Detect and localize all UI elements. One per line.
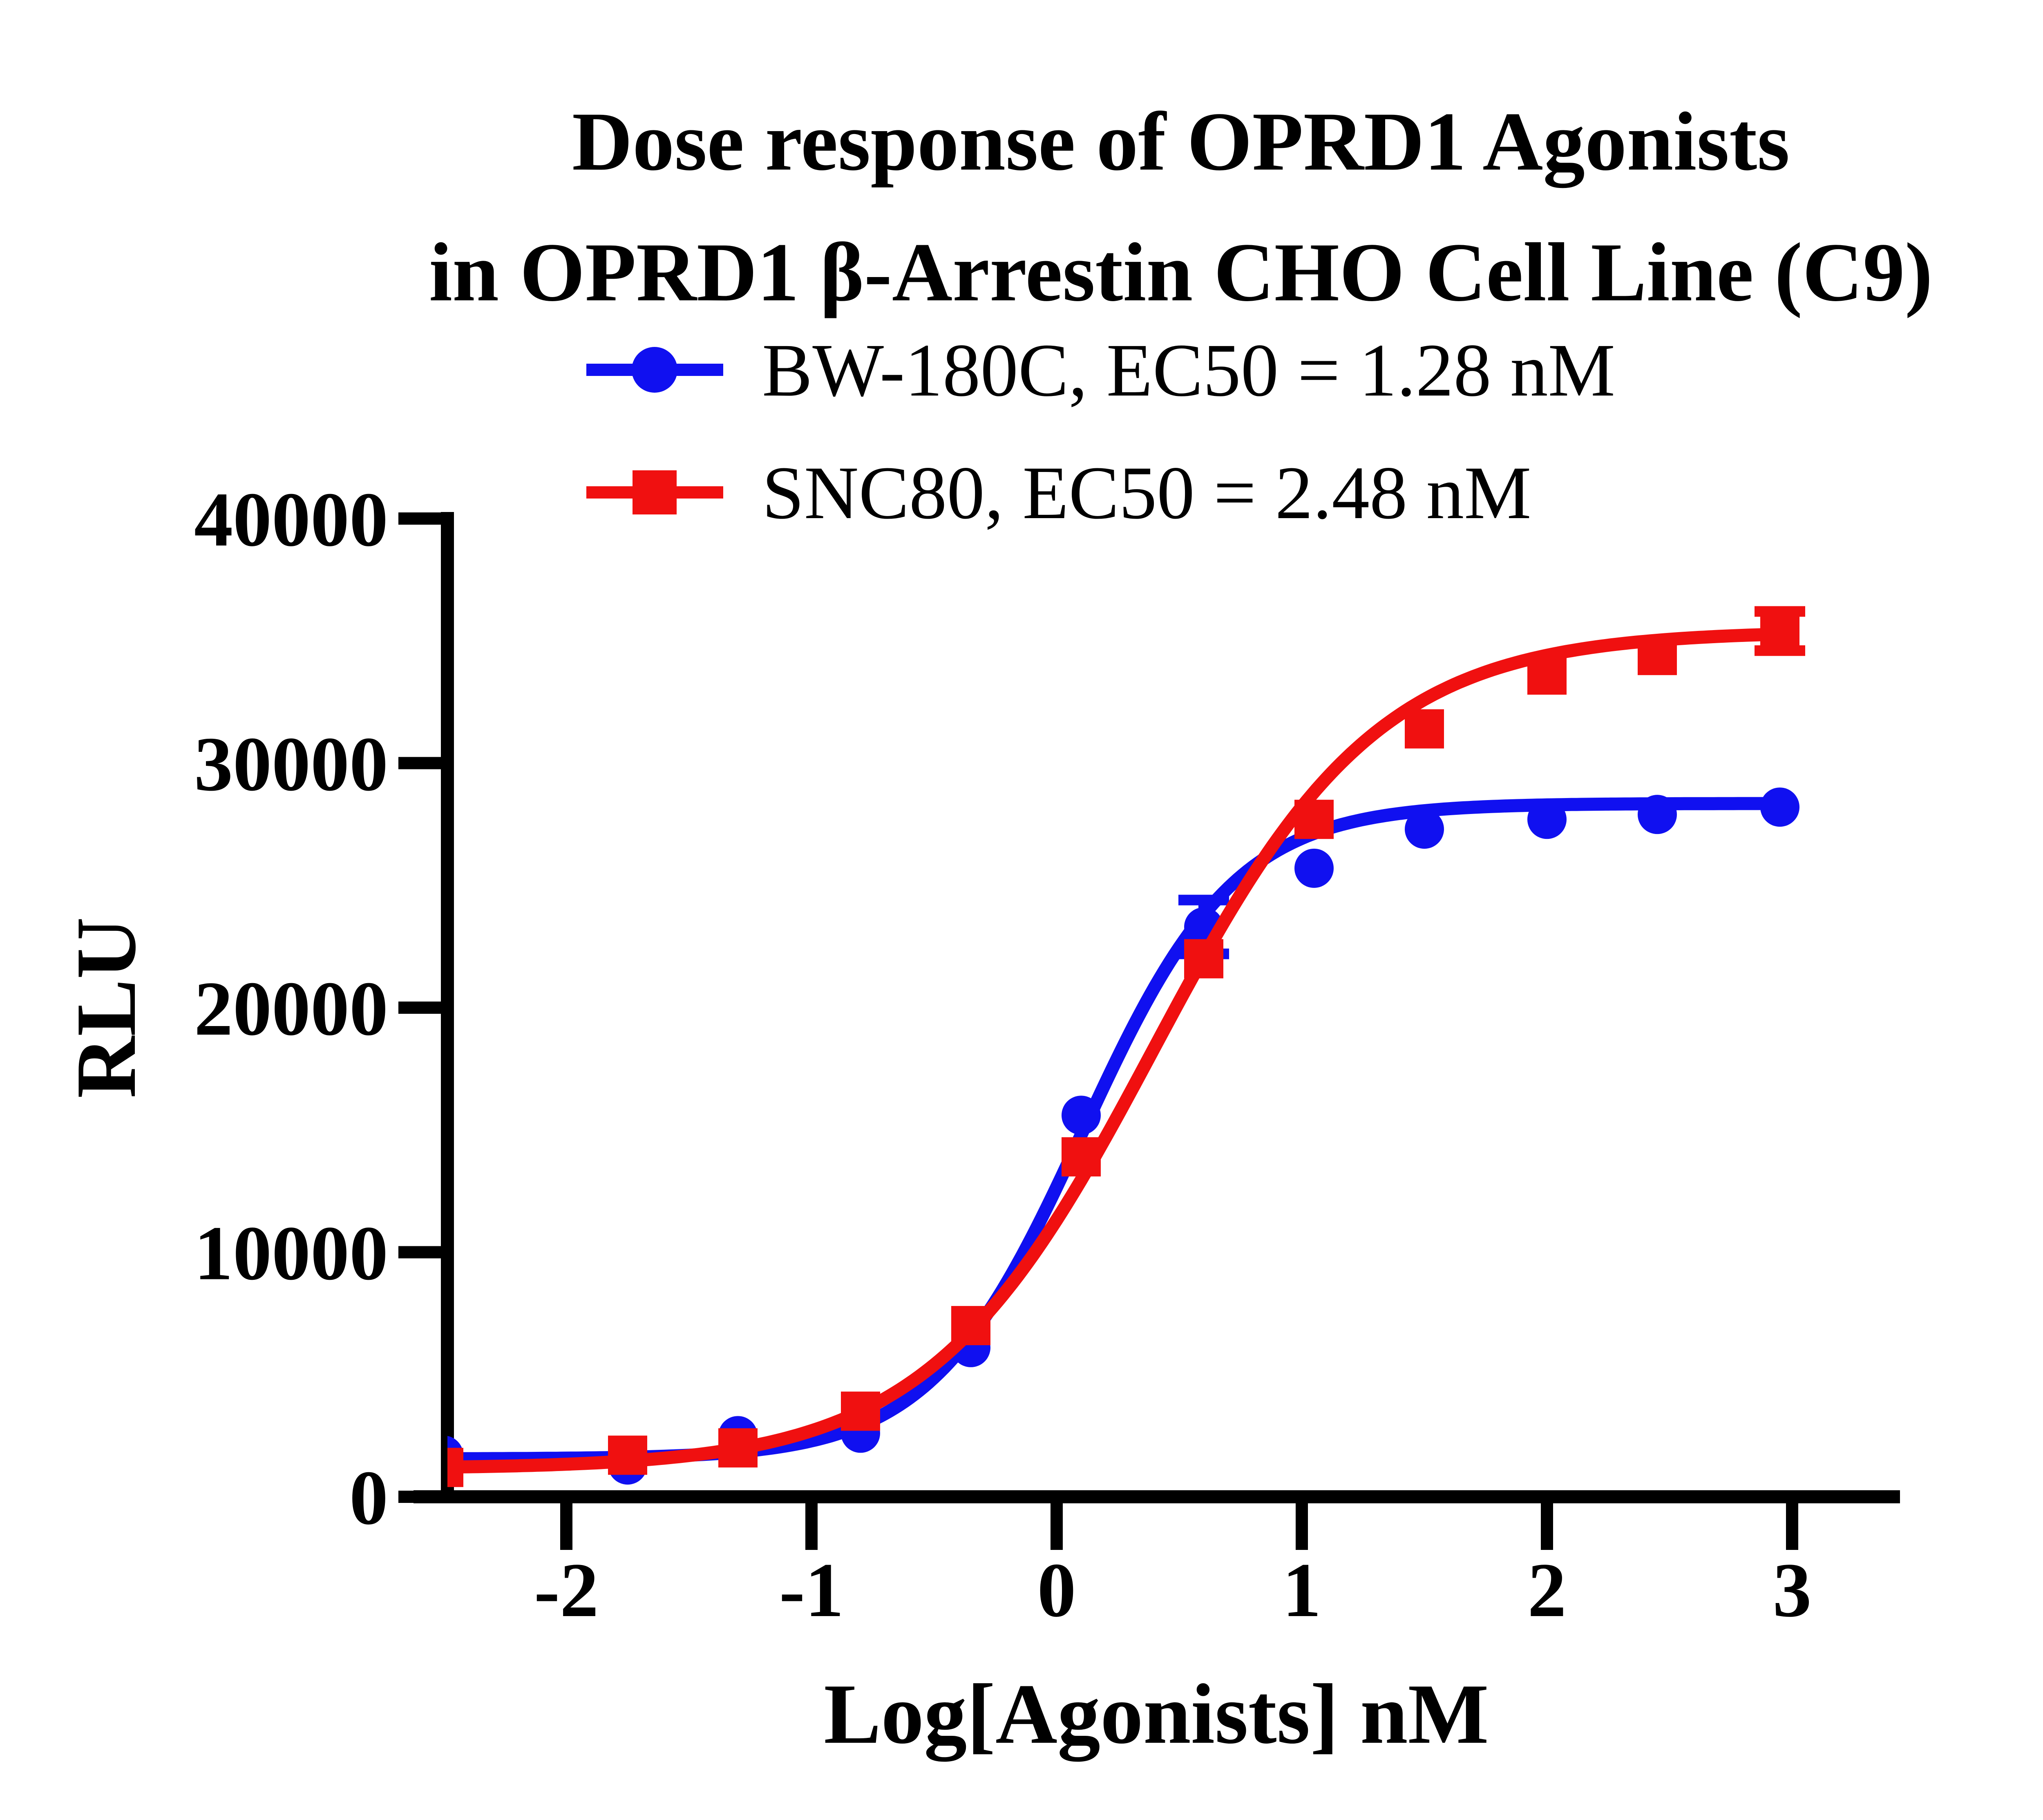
bw-180c-marker [1405, 809, 1444, 849]
snc80-marker [608, 1435, 647, 1475]
y-tick [398, 1002, 441, 1014]
x-tick [560, 1503, 572, 1550]
legend: BW-180C, EC50 = 1.28 nM SNC80, EC50 = 2.… [586, 329, 1615, 535]
snc80-marker [718, 1428, 758, 1468]
y-tick-label: 30000 [194, 722, 388, 807]
snc80-curve [447, 628, 1784, 1474]
y-tick-label: 0 [349, 1455, 388, 1541]
x-tick-label: 1 [1283, 1547, 1321, 1633]
snc80-marker [1638, 636, 1677, 675]
snc80-marker [841, 1391, 880, 1431]
snc80-marker [1184, 939, 1223, 979]
data-series [447, 606, 1805, 1487]
x-tick-label: -2 [534, 1547, 599, 1633]
chart-title-line2: in OPRD1 β-Arrestin CHO Cell Line (C9) [429, 226, 1933, 319]
snc80-marker [1527, 655, 1567, 695]
x-axis-line [414, 1490, 1900, 1503]
y-tick [398, 1246, 441, 1259]
x-tick [1051, 1503, 1063, 1550]
snc80-marker [951, 1306, 990, 1346]
snc80-marker [1405, 709, 1444, 749]
y-tick-label: 10000 [194, 1211, 388, 1297]
x-tick [805, 1503, 818, 1550]
chart-title-line1: Dose response of OPRD1 Agonists [572, 95, 1790, 188]
legend-circle-marker-icon [632, 347, 677, 393]
bw-180c-marker [1638, 795, 1677, 834]
y-tick [398, 757, 441, 769]
legend-square-marker-icon [633, 470, 677, 514]
bw-180c-marker [1527, 800, 1567, 839]
y-tick-label: 40000 [194, 477, 388, 563]
y-tick-label: 20000 [194, 966, 388, 1052]
bw-180c-marker [1294, 848, 1334, 888]
axes: -2 -1 0 1 2 3 0 10000 20000 30000 40000 [194, 477, 1900, 1633]
x-tick-label: 0 [1037, 1547, 1076, 1633]
x-tick-label: -1 [779, 1547, 844, 1633]
y-tick [398, 1491, 441, 1503]
y-axis-title: RLU [59, 917, 154, 1098]
bw-180c-marker [1760, 787, 1799, 827]
x-tick [1296, 1503, 1308, 1550]
x-tick-label: 3 [1773, 1547, 1812, 1633]
legend-label-bw180c: BW-180C, EC50 = 1.28 nM [762, 329, 1615, 412]
legend-swatches [586, 347, 723, 514]
x-tick [1541, 1503, 1553, 1550]
y-tick [398, 512, 441, 525]
x-tick-label: 2 [1528, 1547, 1567, 1633]
snc80-marker [1294, 800, 1334, 839]
snc80-marker [447, 1448, 463, 1487]
bw-180c-marker [1062, 1096, 1101, 1135]
x-axis-title: Log[Agonists] nM [824, 1667, 1489, 1762]
snc80-marker [1062, 1137, 1101, 1177]
y-axis-line [441, 512, 454, 1503]
legend-label-snc80: SNC80, EC50 = 2.48 nM [762, 451, 1531, 535]
tick-marks: -2 -1 0 1 2 3 0 10000 20000 30000 40000 [194, 477, 1812, 1633]
x-tick [1786, 1503, 1798, 1550]
snc80-marker [1760, 611, 1799, 651]
